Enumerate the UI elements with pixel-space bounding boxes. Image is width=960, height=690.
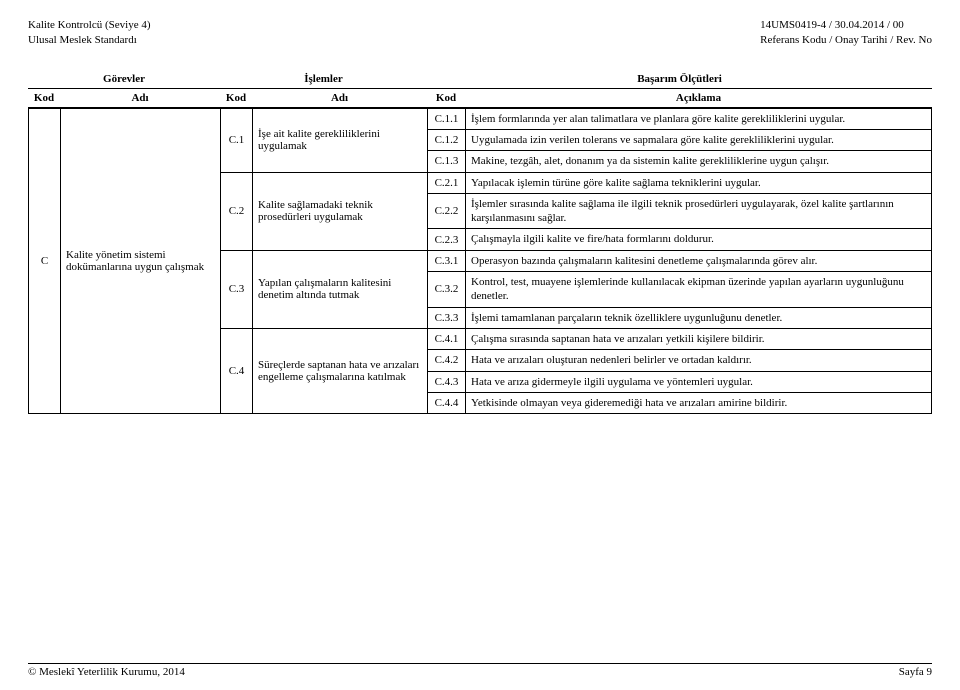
col-gorevler: Görevler [28, 70, 220, 89]
group-adi: Yapılan çalışmaların kalitesini denetim … [253, 250, 428, 328]
col-kod1: Kod [28, 88, 60, 107]
header-left-line1: Kalite Kontrolcü (Seviye 4) [28, 18, 151, 33]
col-basarim: Başarım Ölçütleri [427, 70, 932, 89]
crit-text: Çalışma sırasında saptanan hata ve arıza… [466, 328, 932, 349]
col-kod3: Kod [427, 88, 465, 107]
group-kod: C.1 [221, 108, 253, 172]
crit-kod: C.3.1 [428, 250, 466, 271]
task-adi: Kalite yönetim sistemi dokümanlarına uyg… [61, 108, 221, 413]
crit-kod: C.1.2 [428, 129, 466, 150]
crit-text: İşlemler sırasında kalite sağlama ile il… [466, 193, 932, 229]
group-kod: C.3 [221, 250, 253, 328]
crit-text: Operasyon bazında çalışmaların kalitesin… [466, 250, 932, 271]
col-aciklama: Açıklama [465, 88, 932, 107]
group-kod: C.4 [221, 328, 253, 413]
crit-kod: C.4.1 [428, 328, 466, 349]
crit-kod: C.2.2 [428, 193, 466, 229]
col-adi1: Adı [60, 88, 220, 107]
crit-kod: C.1.3 [428, 151, 466, 172]
crit-text: Hata ve arıza gidermeyle ilgili uygulama… [466, 371, 932, 392]
footer-left: © Meslekî Yeterlilik Kurumu, 2014 [28, 666, 185, 678]
crit-text: Kontrol, test, muayene işlemlerinde kull… [466, 272, 932, 308]
crit-kod: C.3.2 [428, 272, 466, 308]
crit-text: Uygulamada izin verilen tolerans ve sapm… [466, 129, 932, 150]
crit-kod: C.4.2 [428, 350, 466, 371]
col-islemler: İşlemler [220, 70, 427, 89]
crit-text: Çalışmayla ilgili kalite ve fire/hata fo… [466, 229, 932, 250]
group-adi: İşe ait kalite gerekliliklerini uygulama… [253, 108, 428, 172]
crit-kod: C.2.1 [428, 172, 466, 193]
col-adi2: Adı [252, 88, 427, 107]
table-heading: Görevler İşlemler Başarım Ölçütleri Kod … [28, 70, 932, 108]
crit-text: İşlemi tamamlanan parçaların teknik özel… [466, 307, 932, 328]
header-left-line2: Ulusal Meslek Standardı [28, 33, 151, 48]
header-right-line1: 14UMS0419-4 / 30.04.2014 / 00 [760, 18, 932, 33]
crit-kod: C.3.3 [428, 307, 466, 328]
table-row: C Kalite yönetim sistemi dokümanlarına u… [29, 108, 932, 129]
crit-text: Hata ve arızaları oluşturan nedenleri be… [466, 350, 932, 371]
crit-kod: C.1.1 [428, 108, 466, 129]
header-left: Kalite Kontrolcü (Seviye 4) Ulusal Mesle… [28, 18, 151, 48]
footer-right: Sayfa 9 [899, 666, 932, 678]
crit-kod: C.4.4 [428, 392, 466, 413]
header-right: 14UMS0419-4 / 30.04.2014 / 00 Referans K… [760, 18, 932, 48]
group-kod: C.2 [221, 172, 253, 250]
crit-kod: C.2.3 [428, 229, 466, 250]
col-kod2: Kod [220, 88, 252, 107]
group-adi: Kalite sağlamadaki teknik prosedürleri u… [253, 172, 428, 250]
crit-text: Makine, tezgâh, alet, donanım ya da sist… [466, 151, 932, 172]
crit-kod: C.4.3 [428, 371, 466, 392]
page-header: Kalite Kontrolcü (Seviye 4) Ulusal Mesle… [28, 18, 932, 48]
task-kod: C [29, 108, 61, 413]
crit-text: İşlem formlarında yer alan talimatlara v… [466, 108, 932, 129]
page-footer: © Meslekî Yeterlilik Kurumu, 2014 Sayfa … [28, 663, 932, 678]
header-right-line2: Referans Kodu / Onay Tarihi / Rev. No [760, 33, 932, 48]
group-adi: Süreçlerde saptanan hata ve arızaları en… [253, 328, 428, 413]
criteria-table: C Kalite yönetim sistemi dokümanlarına u… [28, 108, 932, 414]
crit-text: Yapılacak işlemin türüne göre kalite sağ… [466, 172, 932, 193]
crit-text: Yetkisinde olmayan veya gideremediği hat… [466, 392, 932, 413]
